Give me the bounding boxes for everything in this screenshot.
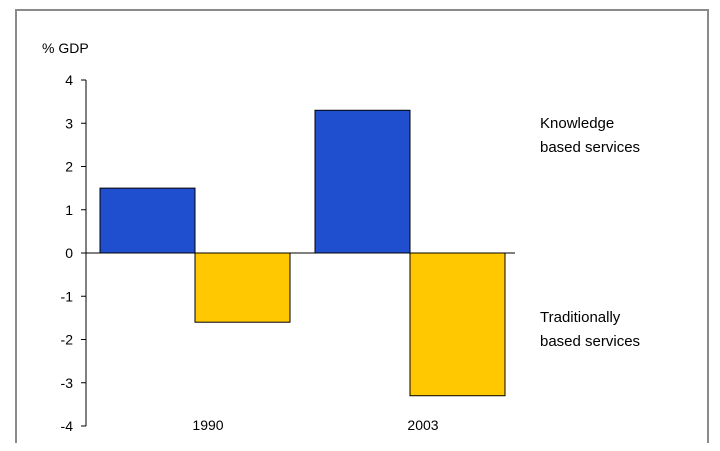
y-tick-label: -4 xyxy=(61,418,74,434)
x-category-label: 1990 xyxy=(192,417,223,433)
y-tick-label: -1 xyxy=(61,288,74,304)
y-tick-label: 4 xyxy=(65,72,73,88)
y-tick-label: 3 xyxy=(65,115,73,131)
y-axis: 4 3 2 1 0 -1 -2 -3 -4 xyxy=(61,72,87,434)
chart-frame xyxy=(15,9,709,443)
y-tick-label: 0 xyxy=(65,245,73,261)
series-label-knowledge: Knowledge xyxy=(540,115,614,132)
y-tick-label: -3 xyxy=(61,375,74,391)
bars xyxy=(99,109,506,397)
y-tick-label: 1 xyxy=(65,202,73,218)
x-axis: 1990 2003 xyxy=(86,252,515,433)
legend: Knowledge based services Traditionally base… xyxy=(540,115,640,350)
y-tick-label: -2 xyxy=(61,332,74,348)
y-axis-label: % GDP xyxy=(42,40,89,56)
bar-2003-traditional xyxy=(409,252,506,397)
bar-1990-traditional xyxy=(194,252,291,323)
series-label-knowledge: based services xyxy=(540,139,640,156)
x-category-label: 2003 xyxy=(407,417,438,433)
series-label-traditional: Traditionally xyxy=(540,309,621,326)
bar-1990-knowledge xyxy=(99,187,196,254)
series-label-traditional: based services xyxy=(540,333,640,350)
y-tick-label: 2 xyxy=(65,159,73,175)
bar-2003-knowledge xyxy=(314,109,411,254)
